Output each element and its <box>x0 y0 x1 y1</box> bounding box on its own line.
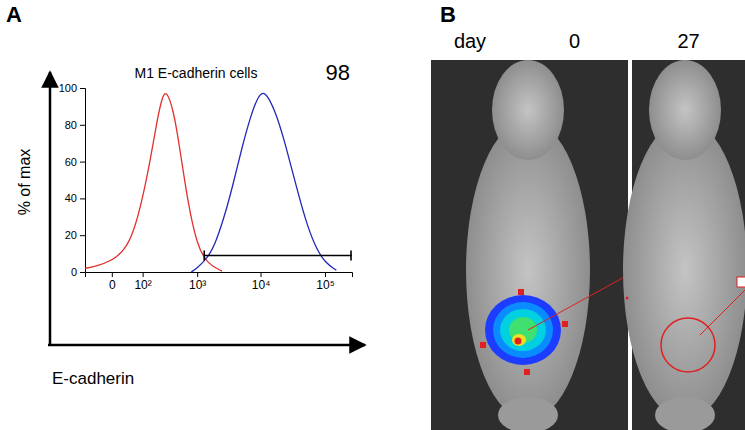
tick-label: 20 <box>65 229 77 241</box>
mouse-tail-base <box>498 397 558 430</box>
signal-blob <box>493 302 553 358</box>
mouse-head <box>649 60 721 160</box>
gate <box>204 250 352 260</box>
tick: 0 <box>109 272 116 292</box>
roi-handle <box>562 321 568 327</box>
mouse-body <box>623 120 745 420</box>
gate-percent: 98 <box>326 60 350 85</box>
chart-title: M1 E-cadherin cells <box>135 65 258 81</box>
tick: 10⁵ <box>316 272 334 292</box>
tick-mark <box>80 88 85 89</box>
histogram-line <box>85 94 222 271</box>
day-label: day <box>454 30 486 52</box>
tick-mark <box>80 162 85 163</box>
tick-label: 100 <box>59 82 77 94</box>
tick-label: 0 <box>109 278 116 292</box>
tick: 80 <box>65 119 85 131</box>
tick-mark <box>80 198 85 199</box>
plot-area <box>85 93 336 272</box>
figure: A B 0 10² 10³ 10⁴ 10⁵ 0 20 40 60 80 100 98 M1 E-cadher… <box>0 0 745 430</box>
day-value: 0 <box>569 30 580 52</box>
mouse-body <box>466 120 590 420</box>
x-arrow <box>48 344 365 347</box>
panel-label: B <box>440 2 456 27</box>
signal-blob <box>512 334 526 346</box>
tick-mark <box>80 125 85 126</box>
tick: 10⁴ <box>252 272 271 292</box>
day-value: 27 <box>677 30 699 52</box>
axis-line <box>86 273 353 278</box>
tick-label: 10⁴ <box>252 278 271 292</box>
image-background <box>431 60 628 430</box>
tick-label: 40 <box>65 192 77 204</box>
panel-label: A <box>6 2 22 27</box>
tick-label: 10² <box>134 278 151 292</box>
roi-handle <box>480 342 486 348</box>
tick: 10² <box>134 272 151 292</box>
gate-end <box>203 250 205 260</box>
tick-mark <box>197 272 198 277</box>
histogram-line <box>191 93 336 272</box>
roi-circle <box>661 318 715 372</box>
mouse-head <box>492 60 564 160</box>
signal-blob <box>485 295 561 365</box>
mouse-tail-base <box>655 397 715 430</box>
y-arrow <box>49 72 52 345</box>
tick: 0 <box>71 266 85 278</box>
tick: 60 <box>65 156 85 168</box>
signal-blob <box>500 309 546 351</box>
tick: 10³ <box>189 272 206 292</box>
tick-mark <box>325 272 326 277</box>
tick-label: 10³ <box>189 278 206 292</box>
roi-tag <box>737 277 745 287</box>
tick-label: 0 <box>71 266 77 278</box>
axis-line <box>80 89 86 273</box>
tick-label: 60 <box>65 156 77 168</box>
roi-pointer <box>528 275 628 330</box>
roi-pointer <box>700 290 745 335</box>
image-panel <box>431 60 628 430</box>
tick-label: 10⁵ <box>316 278 334 292</box>
tick: 40 <box>65 192 85 204</box>
tick-mark <box>143 272 144 277</box>
image-panel <box>623 60 745 430</box>
tick-mark <box>80 235 85 236</box>
x-axis-title: E-cadherin <box>52 369 134 388</box>
y-axis-title: % of max <box>16 149 33 216</box>
gate-end <box>350 250 352 260</box>
tick-mark <box>80 272 85 273</box>
roi-handle <box>518 289 524 295</box>
roi-handle <box>524 369 530 375</box>
roi-dot <box>626 297 629 300</box>
signal-blob <box>515 338 522 345</box>
tick-mark <box>112 272 113 277</box>
y-axis: 0 20 40 60 80 100 <box>59 82 86 278</box>
tick: 100 <box>59 82 85 94</box>
tick-label: 80 <box>65 119 77 131</box>
tick-mark <box>261 272 262 277</box>
gate-line <box>204 255 352 257</box>
tick: 20 <box>65 229 85 241</box>
x-axis: 0 10² 10³ 10⁴ 10⁵ <box>86 272 353 292</box>
